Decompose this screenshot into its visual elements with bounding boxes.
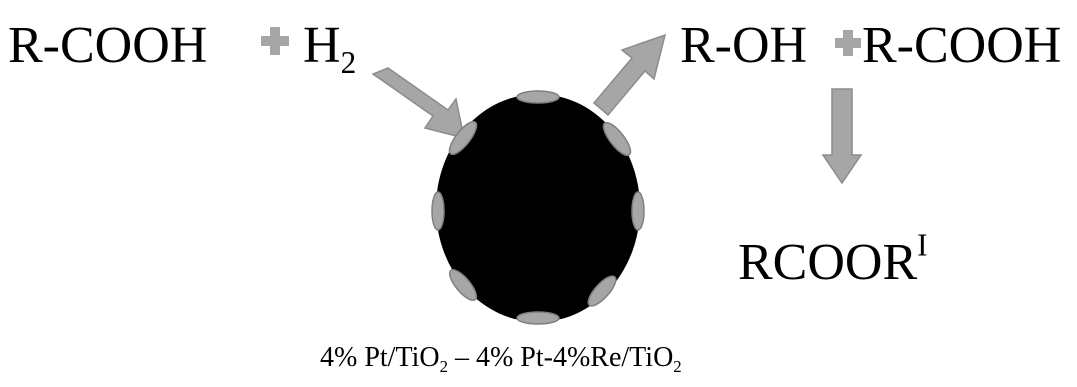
- hydrogen-subscript: 2: [340, 44, 357, 80]
- catalyst-particle: [436, 94, 640, 322]
- ester-product: RCOORI: [738, 230, 928, 291]
- caption-part2: – 4% Pt-4%Re/TiO: [447, 342, 674, 373]
- metal-nanoparticle: [516, 311, 560, 325]
- metal-nanoparticle: [516, 90, 560, 104]
- metal-nanoparticle: [602, 121, 632, 157]
- product-alcohol: R-OH: [680, 17, 808, 74]
- catalyst-caption: 4% Pt/TiO2 – 4% Pt-4%Re/TiO2: [320, 342, 682, 375]
- metal-nanoparticle: [448, 269, 478, 301]
- ester-base: RCOOR: [738, 234, 918, 291]
- metal-nanoparticle: [631, 191, 645, 231]
- metal-nanoparticle: [448, 120, 478, 156]
- caption-sub1: 2: [439, 356, 448, 376]
- reactant-hydrogen: H2: [303, 17, 356, 79]
- block-arrow-icon: [821, 88, 863, 185]
- plus-icon: [261, 27, 289, 55]
- caption-sub2: 2: [673, 356, 682, 376]
- plus-icon: [835, 30, 861, 56]
- block-arrow-icon: [592, 33, 667, 117]
- caption-part1: 4% Pt/TiO: [320, 342, 440, 373]
- metal-nanoparticle: [587, 275, 617, 307]
- ester-superscript: I: [917, 227, 928, 263]
- block-arrow-icon: [371, 67, 465, 140]
- product-acid: R-COOH: [862, 17, 1062, 74]
- hydrogen-symbol: H: [303, 17, 341, 74]
- reactant-acid: R-COOH: [8, 17, 208, 74]
- metal-nanoparticle: [431, 191, 445, 231]
